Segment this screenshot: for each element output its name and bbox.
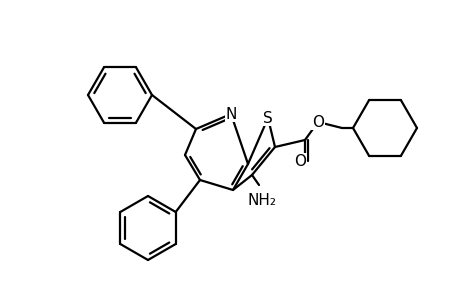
Text: O: O xyxy=(293,154,305,169)
Text: N: N xyxy=(225,106,236,122)
Text: O: O xyxy=(311,115,323,130)
Text: S: S xyxy=(263,110,272,125)
Text: NH₂: NH₂ xyxy=(247,193,276,208)
